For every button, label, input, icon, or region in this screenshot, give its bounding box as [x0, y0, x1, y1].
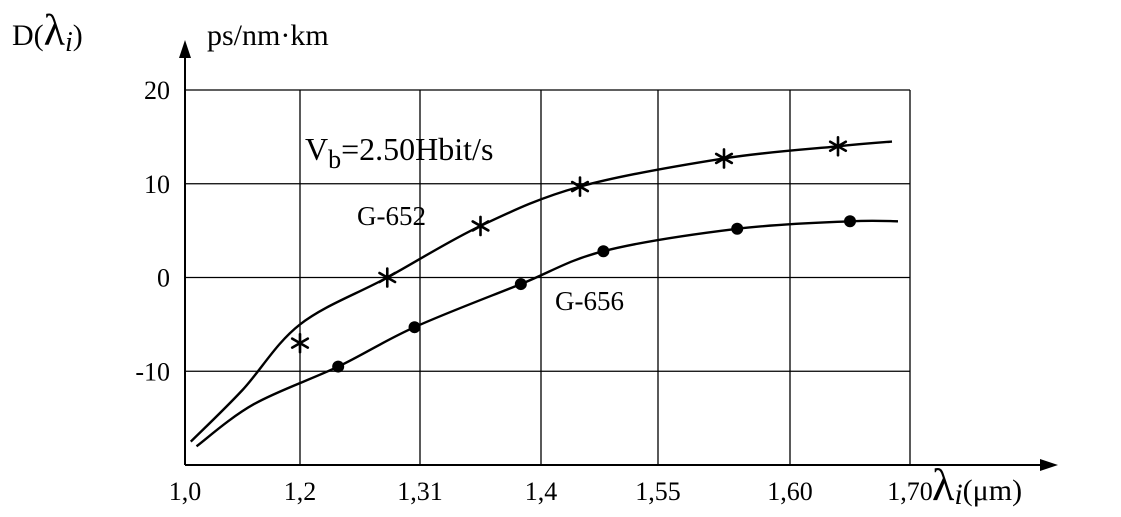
- y-tick-label: -10: [135, 357, 170, 386]
- y-tick-label: 0: [157, 264, 170, 293]
- data-point-dot: [408, 321, 421, 334]
- asterisk-stroke: [828, 140, 848, 153]
- y-label-sub: i: [65, 27, 73, 58]
- x-tick-label: 1,70: [887, 477, 933, 506]
- x-label-sub: i: [954, 478, 962, 511]
- x-axis-label: λi(μm): [932, 459, 1022, 511]
- asterisk-stroke: [570, 180, 590, 193]
- annotation-rest: =2.50Hbit/s: [341, 131, 493, 167]
- series-line-g-656: [195, 219, 899, 448]
- data-point-dot: [597, 245, 610, 258]
- annotation-sub: b: [328, 145, 341, 174]
- asterisk-stroke: [378, 271, 397, 284]
- y-tick-labels: 20 10 0 -10: [135, 76, 170, 386]
- y-axis-arrow-icon: [179, 40, 191, 58]
- y-label-close: ): [73, 19, 83, 52]
- x-label-lambda: λ: [932, 459, 955, 510]
- asterisk-stroke: [290, 337, 310, 349]
- data-point-dot: [332, 360, 345, 373]
- y-label-main: D(: [12, 19, 44, 52]
- x-axis-arrow-icon: [1040, 459, 1058, 471]
- data-point-asterisk-icon: [378, 267, 397, 288]
- annotation-prefix: V: [305, 131, 328, 167]
- y-axis-label: D(λi): [12, 6, 83, 58]
- series-curves: [189, 140, 899, 448]
- data-point-asterisk-icon: [570, 176, 590, 197]
- data-point-dot: [844, 215, 856, 228]
- data-point-asterisk-icon: [828, 135, 848, 157]
- series-label-g656: G-656: [555, 286, 624, 316]
- x-tick-label: 1,31: [397, 477, 443, 506]
- x-tick-label: 1,0: [169, 477, 202, 506]
- data-point-asterisk-icon: [714, 148, 734, 169]
- data-point-asterisk-icon: [471, 215, 490, 237]
- grid-lines: [185, 90, 910, 465]
- series-label-g652: G-652: [357, 201, 426, 231]
- y-tick-label: 20: [144, 76, 170, 105]
- data-point-dot: [731, 222, 744, 235]
- x-tick-labels: 1,0 1,2 1,31 1,4 1,55 1,60 1,70: [169, 477, 933, 506]
- x-tick-label: 1,2: [284, 477, 317, 506]
- asterisk-stroke: [471, 220, 490, 232]
- bitrate-annotation: Vb=2.50Hbit/s: [305, 131, 493, 174]
- x-label-unit: (μm): [963, 474, 1022, 507]
- y-axis-unit: ps/nm·km: [207, 19, 329, 52]
- x-tick-label: 1,4: [525, 477, 558, 506]
- data-point-dot: [514, 278, 527, 291]
- data-point-asterisk-icon: [290, 332, 310, 354]
- asterisk-stroke: [714, 152, 734, 165]
- x-tick-label: 1,60: [767, 477, 813, 506]
- series-markers: [290, 135, 856, 373]
- axes: [179, 40, 1058, 471]
- x-tick-label: 1,55: [635, 477, 681, 506]
- y-label-lambda: λ: [44, 6, 66, 55]
- y-tick-label: 10: [144, 170, 170, 199]
